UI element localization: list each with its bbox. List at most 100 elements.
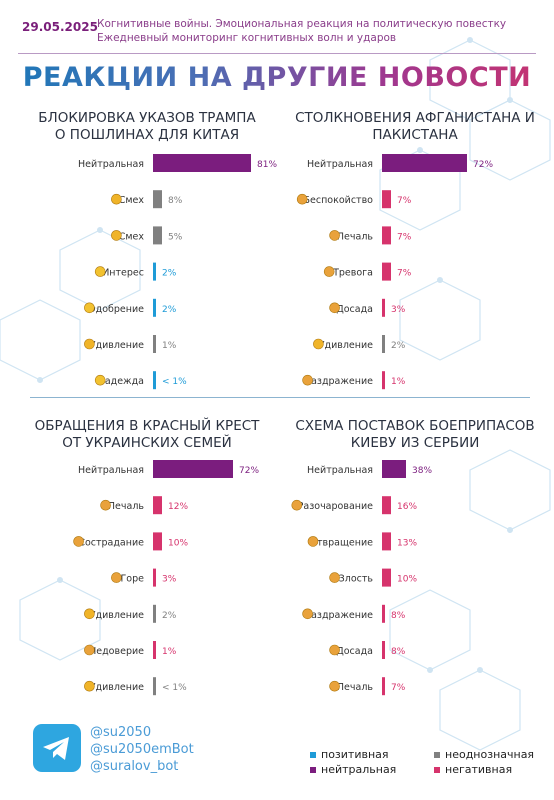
bar-6 <box>382 641 385 659</box>
value-label-7: 7% <box>391 683 406 693</box>
legend-ambiguous-swatch <box>434 752 440 758</box>
category-label-3: Печаль <box>337 231 373 242</box>
grief-icon <box>111 572 122 583</box>
angry-icon <box>302 374 313 386</box>
value-label-2: 7% <box>397 196 412 206</box>
bar-3 <box>153 532 162 551</box>
category-label-7: Печаль <box>337 682 373 693</box>
category-label-7: Надежда <box>98 376 144 387</box>
category-label-6: Недоверие <box>89 646 144 657</box>
panel-1-title-line-2: О ПОШЛИНАХ ДЛЯ КИТАЯ <box>54 127 240 143</box>
sad-icon <box>329 680 340 692</box>
praying-icon <box>94 374 106 386</box>
category-label-7: Раздражение <box>305 376 373 387</box>
subtitle-line-1: Когнитивные войны. Эмоциональная реакция… <box>97 18 507 30</box>
sad-icon <box>329 230 340 241</box>
value-label-1: 72% <box>473 160 493 170</box>
bar-5 <box>382 298 385 317</box>
category-label-4: Горе <box>121 574 145 585</box>
bar-1 <box>382 154 467 172</box>
worried-icon <box>296 193 308 205</box>
value-label-6: 1% <box>162 647 177 657</box>
legend-negative-swatch <box>434 767 440 773</box>
category-label-5: Досада <box>336 304 373 315</box>
sad-icon <box>100 499 111 511</box>
legend-neutral: нейтральная <box>310 763 396 776</box>
panel-1-title: БЛОКИРОВКА УКАЗОВ ТРАМПА О ПОШЛИНАХ ДЛЯ … <box>22 110 272 144</box>
category-label-7: Удивление <box>90 682 144 693</box>
handle-su2050[interactable]: @su2050 <box>90 725 152 740</box>
bar-5 <box>153 604 156 623</box>
main-title: РЕАКЦИИ НА ДРУГИЕ НОВОСТИ <box>0 62 554 93</box>
category-label-2: Печаль <box>108 501 144 512</box>
subtitle-line-2: Ежедневный мониторинг когнитивных волн и… <box>97 32 397 44</box>
category-label-3: Сострадание <box>78 537 144 548</box>
bar-1 <box>382 460 406 478</box>
annoyed-icon <box>329 302 340 314</box>
category-label-1: Нейтральная <box>307 159 373 170</box>
bar-7 <box>382 677 385 696</box>
category-label-6: Удивление <box>319 340 373 351</box>
bar-2 <box>382 496 391 515</box>
panel-2-title-line-1: СТОЛКНОВЕНИЯ АФГАНИСТАНА И <box>295 110 535 126</box>
value-label-1: 81% <box>257 160 277 170</box>
bar-3 <box>153 226 162 245</box>
compassion-icon <box>73 536 84 547</box>
category-label-1: Нейтральная <box>78 465 144 476</box>
bar-4 <box>153 568 156 587</box>
category-label-2: Разочарование <box>298 501 373 512</box>
category-label-1: Нейтральная <box>307 465 373 476</box>
category-label-2: Беспокойство <box>303 195 373 206</box>
panel-4-title-line-2: КИЕВУ ИЗ СЕРБИИ <box>350 435 480 451</box>
panel-2-title: СТОЛКНОВЕНИЯ АФГАНИСТАНА И ПАКИСТАНА <box>280 110 550 144</box>
distrust-icon <box>84 644 95 656</box>
category-label-2: Смех <box>119 195 145 206</box>
category-label-1: Нейтральная <box>78 159 144 170</box>
value-label-6: 8% <box>391 647 406 657</box>
anxious-icon <box>323 266 335 277</box>
value-label-4: 2% <box>162 269 177 279</box>
chart-serbia-ammunition: Нейтральная 38% Разочарование 16% Отвращение… <box>291 460 432 696</box>
section-divider <box>30 397 530 398</box>
handle-suralov-bot[interactable]: @suralov_bot <box>90 759 179 774</box>
value-label-2: 8% <box>168 196 183 206</box>
panel-1-title-line-1: БЛОКИРОВКА УКАЗОВ ТРАМПА <box>38 110 256 126</box>
bar-1 <box>153 154 251 172</box>
bar-5 <box>382 604 385 623</box>
bar-2 <box>153 190 162 209</box>
heart-icon <box>84 302 95 314</box>
bar-6 <box>153 335 156 353</box>
chart-red-cross: Нейтральная 72% Печаль 12% Сострадание 10% Гор… <box>73 460 259 696</box>
category-label-6: Удивление <box>90 340 144 351</box>
legend-positive-label: позитивная <box>321 748 389 761</box>
legend-ambiguous: неоднозначная <box>434 748 534 761</box>
value-label-3: 7% <box>397 232 412 242</box>
legend-neutral-swatch <box>310 767 316 773</box>
bar-4 <box>382 568 391 587</box>
value-label-7: < 1% <box>162 377 187 387</box>
bar-6 <box>153 641 156 659</box>
bar-3 <box>382 532 391 551</box>
bar-2 <box>382 190 391 209</box>
legend-neutral-label: нейтральная <box>321 763 397 776</box>
handle-su2050embot[interactable]: @su2050emBot <box>90 742 194 757</box>
contact-handles: @su2050 @su2050emBot @suralov_bot <box>90 724 194 775</box>
devil-icon <box>111 230 122 241</box>
astonished-icon <box>84 608 95 620</box>
panel-4-title-line-1: СХЕМА ПОСТАВОК БОЕПРИПАСОВ <box>295 418 535 434</box>
panel-3-title: ОБРАЩЕНИЯ В КРАСНЫЙ КРЕСТ ОТ УКРАИНСКИХ … <box>22 418 272 452</box>
legend-positive: позитивная <box>310 748 389 761</box>
legend-negative: негативная <box>434 763 512 776</box>
value-label-3: 13% <box>397 538 417 548</box>
value-label-2: 16% <box>397 502 417 512</box>
telegram-icon[interactable] <box>33 724 81 772</box>
value-label-4: 7% <box>397 269 412 279</box>
value-label-7: 1% <box>391 377 406 387</box>
category-label-3: Отвращение <box>310 537 374 548</box>
header-rule <box>18 53 536 54</box>
bar-1 <box>153 460 233 478</box>
surprised-icon <box>84 338 95 350</box>
value-label-3: 5% <box>168 232 183 242</box>
bar-4 <box>153 262 156 281</box>
